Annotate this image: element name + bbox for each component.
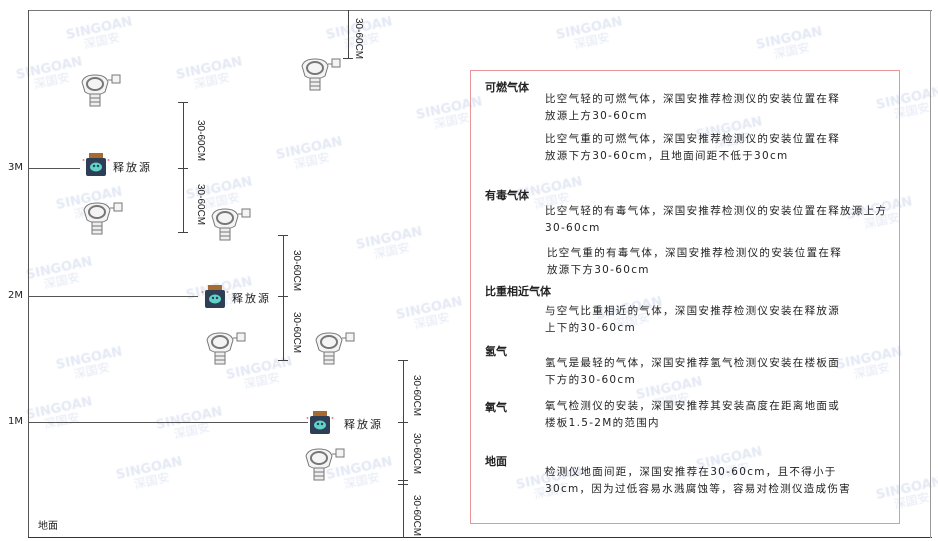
note-title-hydrogen: 氢气 [485, 345, 507, 358]
note-combustible-heavy: 比空气重的可燃气体，深国安推荐检测仪的安装位置在释放源下方30-60cm，且地面… [545, 133, 840, 162]
note-title-similar: 比重相近气体 [485, 285, 551, 298]
dimension-label: 30-60CM [195, 184, 206, 226]
gas-detector-icon [203, 330, 247, 370]
gas-detector-icon [312, 330, 356, 370]
dimension-label: 30-60CM [411, 433, 422, 475]
right-wall-line [930, 10, 931, 538]
release-source-label: 释放源 [113, 161, 152, 174]
gas-detector-icon [302, 446, 346, 486]
note-toxic-heavy: 比空气重的有毒气体，深国安推荐检测仪的安装位置在释放源下方30-60cm [547, 247, 842, 276]
level-3m-line [28, 168, 80, 169]
dimension-label: 30-60CM [291, 312, 302, 354]
gas-detector-icon [80, 200, 124, 240]
note-title-toxic: 有毒气体 [485, 189, 529, 202]
dimension-line [283, 235, 284, 360]
note-title-ground: 地面 [485, 455, 507, 468]
note-combustible-light: 比空气轻的可燃气体，深国安推荐检测仪的安装位置在释放源上方30-60cm [545, 93, 840, 122]
installation-notes-panel: 可燃气体 比空气轻的可燃气体，深国安推荐检测仪的安装位置在释放源上方30-60c… [470, 70, 900, 524]
level-1m-line [28, 422, 308, 423]
note-title-combustible: 可燃气体 [485, 81, 529, 94]
dimension-label: 30-60CM [291, 250, 302, 292]
dimension-line [403, 360, 404, 538]
dimension-line [183, 102, 184, 232]
note-title-oxygen: 氧气 [485, 401, 507, 414]
level-3m: 3M [8, 162, 23, 173]
dimension-label: 30-60CM [353, 18, 364, 60]
ceiling-line [28, 10, 932, 11]
release-source-icon [201, 284, 229, 314]
note-ground: 检测仪地面间距，深国安推荐在30-60cm，且不得小于30cm，因为过低容易水溅… [545, 466, 851, 495]
dimension-label: 30-60CM [411, 495, 422, 537]
dimension-label: 30-60CM [195, 120, 206, 162]
release-source-label: 释放源 [344, 418, 383, 431]
gas-detector-icon [298, 56, 342, 96]
note-hydrogen: 氢气是最轻的气体，深国安推荐氢气检测仪安装在楼板面下方的30-60cm [545, 357, 840, 386]
gas-detector-icon [208, 206, 252, 246]
release-source-icon [306, 410, 334, 440]
note-oxygen: 氧气检测仪的安装，深国安推荐其安装高度在距离地面或楼板1.5-2M的范围内 [545, 400, 840, 429]
release-source-icon [82, 152, 110, 182]
gas-detector-icon [78, 72, 122, 112]
level-2m: 2M [8, 290, 23, 301]
left-wall-line [28, 10, 29, 538]
level-1m: 1M [8, 416, 23, 427]
level-2m-line [28, 296, 198, 297]
release-source-label: 释放源 [232, 292, 271, 305]
ground-line [28, 537, 932, 538]
note-similar: 与空气比重相近的气体，深国安推荐检测仪安装在释放源上下的30-60cm [545, 305, 840, 334]
dimension-line [348, 10, 349, 58]
ground-label: 地面 [38, 521, 58, 532]
note-toxic-light: 比空气轻的有毒气体，深国安推荐检测仪的安装位置在释放源上方30-60cm [545, 205, 888, 234]
dimension-label: 30-60CM [411, 375, 422, 417]
